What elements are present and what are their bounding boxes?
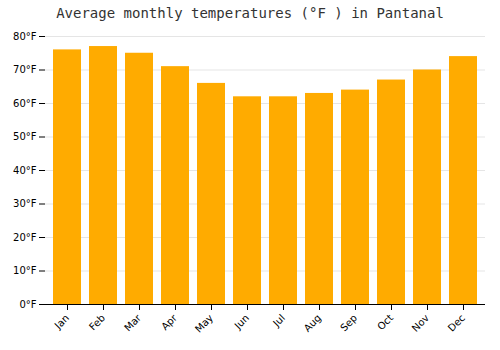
svg-text:70°F: 70°F: [13, 64, 37, 75]
svg-text:40°F: 40°F: [13, 165, 37, 176]
svg-text:30°F: 30°F: [13, 198, 37, 209]
html-text:Average monthly temperatures (: Average monthly temperatures (°F ) in Pa…: [56, 5, 444, 21]
svg-text:Jun: Jun: [232, 312, 252, 332]
svg-text:May: May: [193, 312, 215, 334]
svg-text:Aug: Aug: [302, 312, 324, 334]
svg-text:Jan: Jan: [52, 312, 71, 331]
svg-text:Nov: Nov: [410, 312, 432, 334]
svg-text:0°F: 0°F: [19, 299, 36, 310]
svg-text:Sep: Sep: [338, 312, 359, 333]
svg-text:80°F: 80°F: [13, 31, 37, 42]
svg-text:Feb: Feb: [87, 312, 107, 332]
svg-text:Mar: Mar: [122, 312, 144, 334]
svg-text:Jul: Jul: [270, 312, 287, 329]
svg-text:Dec: Dec: [446, 312, 467, 333]
svg-text:60°F: 60°F: [13, 98, 37, 109]
svg-text:20°F: 20°F: [13, 232, 37, 243]
svg-text:50°F: 50°F: [13, 131, 37, 142]
svg-text:10°F: 10°F: [13, 265, 37, 276]
svg-text:Oct: Oct: [375, 312, 395, 332]
svg-text:Apr: Apr: [159, 312, 180, 333]
